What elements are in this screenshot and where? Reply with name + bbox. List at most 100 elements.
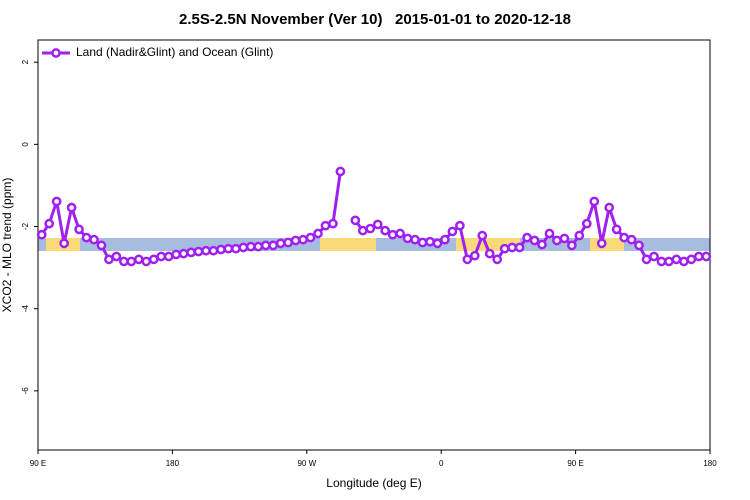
data-point	[133, 254, 144, 265]
data-point	[223, 243, 234, 254]
data-point	[260, 240, 271, 251]
x-tick-label: 0	[439, 459, 444, 468]
data-point	[693, 251, 704, 262]
data-point	[387, 229, 398, 240]
data-point	[581, 218, 592, 229]
data-point	[89, 234, 99, 245]
data-point	[604, 202, 615, 213]
data-point	[432, 238, 443, 249]
y-tick-label: 2	[21, 59, 30, 64]
data-point	[589, 196, 600, 207]
data-point	[514, 242, 525, 253]
x-tick-label: 180	[703, 459, 717, 468]
data-point	[410, 234, 420, 245]
data-point	[619, 232, 629, 243]
data-point	[350, 215, 361, 226]
x-tick-label: 90 E	[567, 459, 583, 468]
data-point	[477, 230, 488, 241]
y-tick-label: -6	[21, 387, 30, 395]
data-point	[51, 196, 62, 207]
data-point	[417, 237, 428, 248]
x-axis-label: Longitude (deg E)	[326, 476, 421, 490]
data-point	[313, 228, 323, 239]
data-point	[104, 254, 114, 265]
y-axis-label: XCO2 - MLO trend (ppm)	[0, 178, 14, 313]
data-point	[245, 241, 256, 252]
data-point	[201, 245, 211, 256]
data-point	[163, 251, 174, 262]
data-point	[320, 220, 331, 231]
data-point	[469, 250, 480, 261]
data-point	[447, 226, 458, 237]
data-point	[365, 223, 376, 234]
data-point	[559, 233, 570, 244]
data-point	[634, 240, 644, 251]
data-point	[216, 244, 226, 255]
data-point	[156, 251, 167, 262]
data-point	[208, 245, 219, 256]
data-point	[671, 254, 682, 265]
data-point	[425, 236, 435, 247]
data-point	[492, 254, 503, 265]
y-tick-label: 0	[21, 142, 30, 147]
data-point	[596, 238, 607, 249]
data-point	[611, 224, 622, 235]
data-point	[656, 256, 667, 267]
chart-title: 2.5S-2.5N November (Ver 10) 2015-01-01 t…	[179, 11, 571, 28]
x-tick-label: 180	[166, 459, 180, 468]
data-point	[283, 237, 293, 248]
data-point	[298, 234, 308, 245]
data-point	[36, 229, 47, 240]
data-point	[253, 241, 264, 252]
data-point	[529, 235, 540, 246]
data-point	[186, 247, 196, 258]
legend-label: Land (Nadir&Glint) and Ocean (Glint)	[76, 45, 273, 59]
plot-frame	[37, 39, 711, 451]
data-point	[111, 251, 122, 262]
data-point	[275, 238, 286, 249]
data-point	[537, 239, 547, 250]
data-point	[567, 240, 577, 251]
data-point	[119, 256, 129, 267]
data-point	[238, 242, 249, 253]
data-point	[231, 243, 241, 254]
x-tick-label: 90 W	[297, 459, 316, 468]
data-point	[59, 238, 69, 249]
y-tick-label: -4	[21, 305, 30, 313]
data-point	[679, 256, 689, 267]
data-point	[544, 228, 555, 239]
data-point	[96, 240, 107, 251]
data-point	[484, 248, 495, 259]
data-point	[462, 254, 473, 265]
data-point	[395, 228, 405, 239]
data-point	[499, 243, 510, 254]
data-point	[664, 256, 674, 267]
data-point	[701, 251, 712, 262]
data-point	[402, 233, 413, 244]
data-point	[178, 248, 189, 259]
surface-strip	[38, 238, 710, 251]
data-point	[440, 234, 450, 245]
data-point	[380, 225, 391, 236]
data-point	[74, 224, 84, 235]
data-point	[507, 242, 517, 253]
data-point	[574, 230, 585, 241]
data-point	[357, 225, 368, 236]
land-patch	[320, 238, 376, 251]
data-point	[66, 202, 77, 213]
data-point	[44, 218, 55, 229]
legend-marker	[51, 48, 61, 58]
data-point	[141, 256, 152, 267]
data-point	[686, 254, 697, 265]
data-point	[335, 166, 346, 177]
data-point	[290, 235, 301, 246]
data-point	[193, 246, 204, 257]
land-patch	[590, 238, 624, 251]
data-point	[148, 254, 159, 265]
data-point	[626, 234, 637, 245]
y-tick-label: -2	[21, 222, 30, 230]
data-point	[305, 232, 316, 243]
data-point	[81, 232, 92, 243]
data-point	[328, 218, 338, 229]
